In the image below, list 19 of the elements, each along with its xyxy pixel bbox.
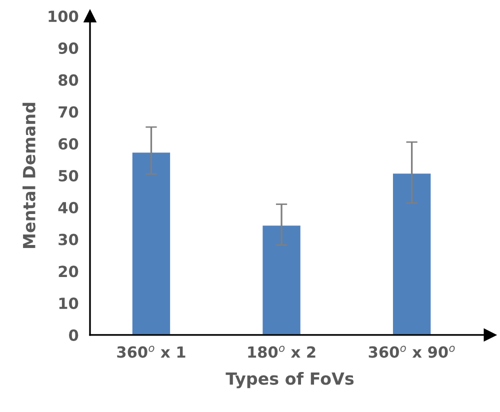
- x-tick-label: 180$^{o}$ x 2: [248, 346, 316, 358]
- y-tick-label: 20: [58, 266, 78, 278]
- y-tick-label: 90: [58, 42, 78, 54]
- y-tick-label: 60: [58, 138, 78, 150]
- bar: [261, 224, 302, 335]
- bar: [131, 151, 172, 335]
- y-tick-label: 10: [59, 298, 78, 310]
- x-tick-label: 360$^{o}$ x 1: [117, 346, 186, 358]
- x-axis-title: Types of FoVs: [226, 372, 354, 388]
- y-tick-label: 80: [58, 74, 78, 86]
- y-tick-label: 0: [68, 329, 78, 341]
- bar: [392, 172, 432, 335]
- y-tick-label: 70: [58, 106, 78, 118]
- y-tick-label: 40: [58, 202, 78, 214]
- y-tick-label: 50: [58, 170, 78, 182]
- y-tick-label: 100: [48, 10, 78, 22]
- x-tick-label: 360$^{o}$ x 90$^{o}$: [368, 346, 455, 358]
- y-axis-title: Mental Demand: [22, 102, 36, 248]
- y-tick-label: 30: [58, 234, 78, 246]
